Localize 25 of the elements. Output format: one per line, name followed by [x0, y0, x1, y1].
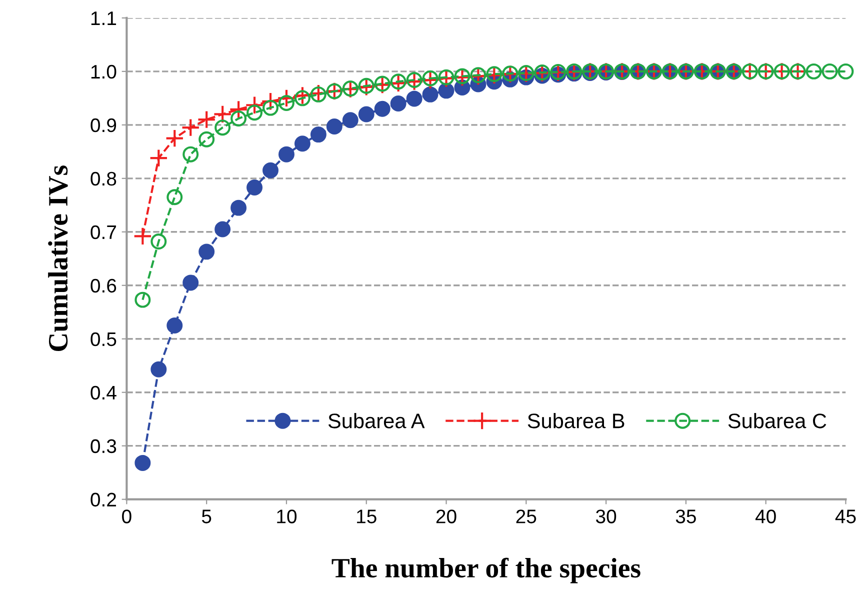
- y-tick-label: 0.8: [90, 172, 116, 186]
- legend-label: Subarea A: [328, 413, 425, 428]
- x-tick-label: 45: [835, 510, 856, 524]
- y-axis-title: Cumulative IVs: [48, 166, 68, 352]
- y-tick-label: 0.4: [90, 386, 116, 400]
- x-tick-label: 15: [357, 510, 376, 524]
- legend-label: Subarea B: [528, 413, 624, 428]
- y-tick-label: 0.9: [90, 118, 116, 132]
- x-tick-label: 10: [277, 510, 297, 524]
- y-tick-label: 0.6: [90, 278, 116, 293]
- x-tick-label: 20: [436, 510, 456, 524]
- y-tick-label: 0.3: [90, 439, 116, 454]
- legend-label: Subarea C: [728, 413, 826, 428]
- x-tick-label: 25: [516, 510, 536, 524]
- x-tick-label: 30: [596, 510, 616, 524]
- y-tick-label: 1.0: [91, 64, 116, 79]
- y-tick-label: 0.5: [90, 332, 116, 346]
- x-tick-label: 0: [122, 510, 132, 524]
- y-tick-label: 1.1: [91, 12, 116, 25]
- x-tick-label: 5: [202, 510, 212, 524]
- x-tick-label: 35: [676, 510, 696, 524]
- y-tick-label: 0.7: [90, 225, 116, 240]
- x-axis-title: The number of the species: [332, 558, 640, 584]
- x-tick-label: 40: [755, 510, 776, 524]
- y-tick-label: 0.2: [90, 492, 116, 507]
